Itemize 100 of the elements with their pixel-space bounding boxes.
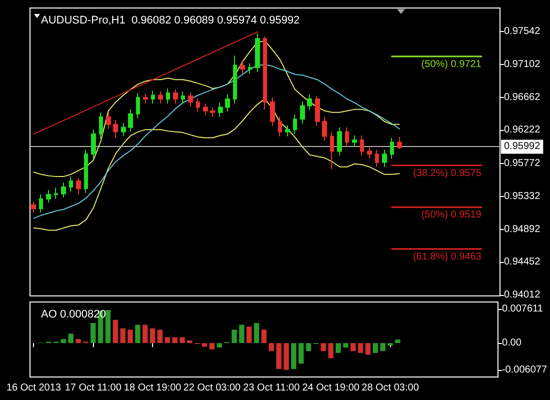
bar <box>343 343 348 348</box>
y-tick-label: 0.97542 <box>504 26 541 38</box>
bar <box>216 343 222 348</box>
candlestick <box>91 129 96 160</box>
candlestick <box>84 149 88 194</box>
bar <box>336 343 341 353</box>
candlestick <box>240 60 245 74</box>
candlestick <box>173 88 178 104</box>
candlestick <box>367 146 372 160</box>
x-tick-label: 16 Oct 2013 <box>6 382 62 394</box>
candlestick <box>345 126 349 148</box>
x-tick-label: 28 Oct 03:00 <box>362 382 420 394</box>
bar <box>365 343 371 355</box>
series-label: (50%) 0.9721 <box>421 58 482 70</box>
series-label: (61.8%) 0.9463 <box>412 251 482 262</box>
bar <box>350 343 356 352</box>
bar <box>358 343 364 353</box>
candlestick <box>143 93 148 104</box>
candlestick <box>151 90 155 104</box>
candlestick <box>99 112 103 140</box>
candlestick <box>136 92 140 119</box>
bar <box>261 330 267 344</box>
candlestick <box>203 102 208 116</box>
bar <box>90 322 96 344</box>
ref-line-label: 0.95992 <box>504 141 541 152</box>
bar <box>320 343 326 352</box>
candlestick <box>255 32 260 73</box>
bar <box>372 343 378 353</box>
y-tick-label: 0.00 <box>502 338 522 349</box>
bar <box>380 343 386 352</box>
x-tick-label: 18 Oct 19:00 <box>124 382 182 394</box>
y-tick-label: 0.94452 <box>504 256 541 268</box>
candlestick <box>322 116 327 142</box>
candlestick <box>360 135 364 156</box>
candlestick <box>278 116 282 137</box>
y-tick-label: 0.96222 <box>504 124 541 136</box>
candlestick <box>248 62 252 74</box>
bar <box>388 343 393 346</box>
line-series <box>33 98 400 231</box>
x-tick-label: 24 Oct 19:00 <box>302 382 360 394</box>
y-tick-label: -0.006077 <box>502 364 548 376</box>
bar <box>76 339 81 344</box>
y-tick-label: 0.95332 <box>504 191 541 202</box>
candlestick <box>315 96 320 126</box>
bar <box>157 330 163 344</box>
y-tick-label: 0.94012 <box>504 290 541 300</box>
candlestick <box>46 189 51 204</box>
bar <box>135 324 140 344</box>
candlestick <box>397 136 402 150</box>
bar <box>60 339 66 344</box>
bar <box>150 328 156 344</box>
candlestick <box>106 112 111 130</box>
candlestick <box>375 149 379 168</box>
series-label: (38.2%) 0.9575 <box>412 168 482 179</box>
candlestick <box>61 182 66 198</box>
bar <box>276 343 282 369</box>
x-tick-label: 17 Oct 11:00 <box>64 382 122 394</box>
bar <box>172 337 178 344</box>
candlestick <box>210 106 215 118</box>
candlestick <box>76 178 81 195</box>
y-tick-label: 0.94892 <box>504 224 541 235</box>
candlestick <box>181 91 185 104</box>
bar <box>395 340 400 344</box>
candlestick <box>300 100 305 124</box>
candlestick <box>128 108 133 132</box>
candlestick <box>270 97 275 126</box>
candlestick <box>158 91 163 104</box>
candlestick <box>166 88 170 104</box>
bar <box>68 334 74 344</box>
bar <box>284 343 289 370</box>
bar <box>142 324 148 344</box>
y-tick-label: 0.95772 <box>504 158 541 170</box>
candlestick <box>382 149 387 168</box>
candlestick <box>293 114 297 135</box>
bar <box>232 330 237 344</box>
candlestick <box>31 201 36 213</box>
bar <box>254 322 260 344</box>
bar <box>112 320 118 344</box>
candlestick <box>218 102 223 118</box>
candlestick <box>390 137 394 160</box>
bar <box>298 343 304 364</box>
candlestick <box>233 55 237 104</box>
bar <box>209 343 215 350</box>
y-tick-label: 0.96662 <box>504 92 541 103</box>
candlestick <box>121 122 126 137</box>
bar <box>105 310 111 344</box>
bar <box>120 328 126 344</box>
line-series <box>33 64 400 219</box>
bar <box>180 337 185 344</box>
bar <box>128 330 133 344</box>
bar <box>291 343 296 369</box>
candlestick <box>225 94 230 112</box>
bar <box>187 340 192 344</box>
bar <box>268 343 274 352</box>
candlestick <box>39 194 43 213</box>
candlestick <box>263 36 267 110</box>
candlestick <box>188 92 193 107</box>
x-tick-label: 23 Oct 11:00 <box>243 382 300 394</box>
candlestick <box>352 135 357 148</box>
candlestick <box>307 94 312 111</box>
